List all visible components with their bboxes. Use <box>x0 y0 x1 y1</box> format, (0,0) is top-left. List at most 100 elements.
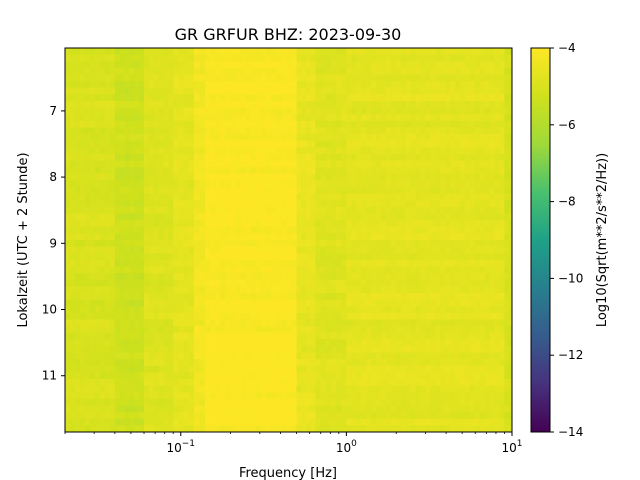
heatmap-cell <box>240 127 247 135</box>
heatmap-cell <box>215 100 221 108</box>
heatmap-cell <box>225 319 231 327</box>
heatmap-cell <box>366 372 372 380</box>
heatmap-cell <box>250 67 257 75</box>
heatmap-cell <box>325 167 332 175</box>
heatmap-cell <box>65 147 71 155</box>
heatmap-cell <box>356 61 362 69</box>
heatmap-cell <box>168 153 174 161</box>
heatmap-cell <box>94 412 101 420</box>
heatmap-cell <box>104 94 111 102</box>
heatmap-cell <box>361 345 367 353</box>
heatmap-cell <box>305 279 312 287</box>
heatmap-cell <box>425 266 431 274</box>
heatmap-cell <box>450 87 456 95</box>
heatmap-cell <box>84 147 91 155</box>
heatmap-cell <box>240 167 247 175</box>
heatmap-cell <box>325 94 332 102</box>
heatmap-cell <box>310 74 316 82</box>
heatmap-cell <box>69 100 76 108</box>
heatmap-cell <box>296 67 302 75</box>
heatmap-cell <box>134 147 140 155</box>
heatmap-cell <box>281 213 287 221</box>
heatmap-cell <box>464 134 471 142</box>
heatmap-cell <box>376 392 382 400</box>
heatmap-cell <box>173 306 179 314</box>
heatmap-cell <box>385 398 392 406</box>
heatmap-cell <box>65 418 71 426</box>
heatmap-cell <box>255 398 262 406</box>
heatmap-cell <box>281 279 287 287</box>
heatmap-cell <box>445 100 451 108</box>
heatmap-cell <box>158 206 164 214</box>
heatmap-cell <box>494 352 500 360</box>
heatmap-cell <box>114 398 121 406</box>
heatmap-cell <box>479 292 486 300</box>
heatmap-cell <box>255 48 262 56</box>
heatmap-cell <box>240 412 247 420</box>
heatmap-cell <box>240 359 247 367</box>
heatmap-cell <box>301 425 307 433</box>
heatmap-cell <box>484 332 491 340</box>
heatmap-cell <box>415 173 421 181</box>
heatmap-cell <box>291 153 297 161</box>
heatmap-cell <box>94 74 101 82</box>
heatmap-cell <box>445 140 451 148</box>
heatmap-cell <box>260 372 267 380</box>
heatmap-cell <box>395 240 402 248</box>
heatmap-cell <box>124 107 130 115</box>
heatmap-cell <box>286 140 292 148</box>
heatmap-cell <box>464 306 471 314</box>
heatmap-cell <box>489 193 495 201</box>
heatmap-cell <box>109 67 116 75</box>
heatmap-cell <box>199 193 206 201</box>
heatmap-cell <box>361 379 367 387</box>
heatmap-cell <box>144 286 150 294</box>
heatmap-cell <box>291 213 297 221</box>
heatmap-cell <box>440 61 446 69</box>
heatmap-cell <box>336 153 342 161</box>
heatmap-cell <box>420 48 426 56</box>
heatmap-cell <box>225 127 231 135</box>
heatmap-cell <box>276 332 282 340</box>
heatmap-cell <box>489 266 495 274</box>
heatmap-cell <box>450 385 456 393</box>
heatmap-cell <box>225 193 231 201</box>
heatmap-cell <box>271 405 277 413</box>
heatmap-cell <box>235 246 241 254</box>
heatmap-cell <box>193 160 200 168</box>
heatmap-cell <box>405 180 411 188</box>
heatmap-cell <box>148 100 155 108</box>
heatmap-cell <box>371 352 377 360</box>
heatmap-cell <box>385 312 392 320</box>
heatmap-cell <box>193 81 200 89</box>
heatmap-cell <box>89 385 96 393</box>
heatmap-cell <box>410 54 416 62</box>
heatmap-cell <box>188 200 195 208</box>
heatmap-cell <box>440 273 446 281</box>
heatmap-cell <box>79 412 86 420</box>
heatmap-cell <box>346 206 352 214</box>
heatmap-cell <box>430 61 436 69</box>
heatmap-cell <box>94 167 101 175</box>
heatmap-cell <box>356 392 362 400</box>
heatmap-cell <box>119 74 125 82</box>
heatmap-cell <box>69 180 76 188</box>
heatmap-cell <box>281 339 287 347</box>
heatmap-cell <box>129 140 135 148</box>
heatmap-cell <box>260 180 267 188</box>
heatmap-cell <box>494 140 500 148</box>
heatmap-cell <box>240 345 247 353</box>
heatmap-cell <box>124 306 130 314</box>
heatmap-cell <box>450 173 456 181</box>
heatmap-cell <box>291 147 297 155</box>
heatmap-cell <box>183 312 190 320</box>
heatmap-cell <box>395 167 402 175</box>
heatmap-cell <box>494 127 500 135</box>
heatmap-cell <box>281 292 287 300</box>
heatmap-cell <box>330 127 337 135</box>
heatmap-cell <box>346 134 352 142</box>
heatmap-cell <box>183 352 190 360</box>
heatmap-cell <box>225 345 231 353</box>
heatmap-cell <box>291 299 297 307</box>
heatmap-cell <box>124 187 130 195</box>
